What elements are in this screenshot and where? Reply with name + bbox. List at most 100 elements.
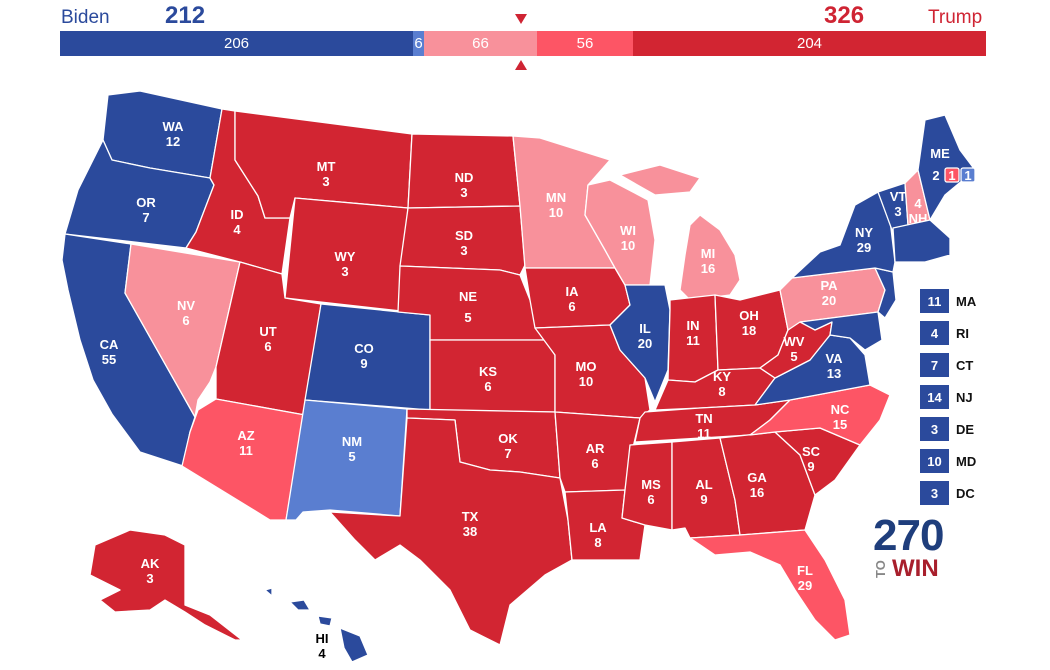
svg-text:WI: WI — [620, 223, 636, 238]
svg-text:2: 2 — [932, 168, 939, 183]
state-SD[interactable]: SD3 — [399, 205, 526, 276]
small-state-dc[interactable]: 3 DC — [920, 481, 975, 505]
small-state-ev: 7 — [920, 353, 949, 377]
small-state-abbr: NJ — [956, 389, 973, 405]
small-state-ev: 3 — [920, 417, 949, 441]
state-NV[interactable]: NV6 — [124, 243, 241, 418]
state-MA-CT-RI[interactable] — [892, 219, 951, 263]
state-KY[interactable]: KY8 — [654, 367, 776, 411]
svg-text:55: 55 — [102, 352, 116, 367]
state-KS[interactable]: KS6 — [429, 339, 556, 413]
svg-text:OR: OR — [136, 195, 156, 210]
small-state-md[interactable]: 10 MD — [920, 449, 976, 473]
svg-text:NC: NC — [831, 402, 850, 417]
svg-text:3: 3 — [894, 204, 901, 219]
svg-text:MO: MO — [576, 359, 597, 374]
svg-text:5: 5 — [348, 449, 355, 464]
svg-text:16: 16 — [750, 485, 764, 500]
small-state-abbr: MA — [956, 293, 977, 309]
small-state-ma[interactable]: 11 MA — [920, 289, 976, 313]
svg-text:4: 4 — [233, 222, 241, 237]
small-state-ev: 3 — [920, 481, 949, 505]
logo-win: WIN — [892, 555, 939, 582]
small-state-ri[interactable]: 4 RI — [920, 321, 969, 345]
svg-text:10: 10 — [579, 374, 593, 389]
electoral-tally-bar: 206 6 66 56 204 — [60, 31, 986, 56]
state-MT[interactable]: MT3 — [234, 110, 413, 219]
logo-to: TO — [873, 560, 888, 578]
small-state-nj[interactable]: 14 NJ — [920, 385, 973, 409]
state-ND[interactable]: ND3 — [407, 133, 521, 209]
svg-text:20: 20 — [638, 336, 652, 351]
svg-text:8: 8 — [594, 535, 601, 550]
tally-safe-rep: 204 — [633, 31, 986, 56]
svg-text:3: 3 — [322, 174, 329, 189]
small-state-ct[interactable]: 7 CT — [920, 353, 973, 377]
state-IA[interactable]: IA6 — [524, 267, 631, 329]
small-state-ev: 14 — [920, 385, 949, 409]
svg-text:7: 7 — [142, 210, 149, 225]
small-state-de[interactable]: 3 DE — [920, 417, 974, 441]
svg-text:SC: SC — [802, 444, 821, 459]
svg-text:29: 29 — [857, 240, 871, 255]
svg-text:AK: AK — [141, 556, 160, 571]
small-state-abbr: RI — [956, 325, 969, 341]
state-CO[interactable]: CO9 — [304, 303, 431, 411]
small-state-ev: 4 — [920, 321, 949, 345]
svg-text:AR: AR — [586, 441, 605, 456]
small-state-abbr: DC — [956, 485, 975, 501]
svg-text:9: 9 — [700, 492, 707, 507]
svg-text:OK: OK — [498, 431, 518, 446]
state-NM[interactable]: NM5 — [285, 399, 408, 521]
state-DE-MD[interactable] — [799, 311, 883, 351]
small-state-ev: 11 — [920, 289, 949, 313]
svg-text:3: 3 — [460, 185, 467, 200]
svg-text:10: 10 — [549, 205, 563, 220]
svg-text:GA: GA — [747, 470, 767, 485]
state-NE[interactable]: NE 5 — [397, 265, 546, 341]
svg-text:NY: NY — [855, 225, 873, 240]
svg-text:MS: MS — [641, 477, 661, 492]
svg-text:6: 6 — [647, 492, 654, 507]
state-MS[interactable]: MS6 — [621, 441, 673, 531]
svg-text:11: 11 — [697, 426, 711, 441]
svg-text:SD: SD — [455, 228, 473, 243]
svg-text:10: 10 — [621, 238, 635, 253]
svg-text:IA: IA — [566, 284, 580, 299]
state-HI[interactable]: HI4 — [264, 587, 369, 663]
svg-text:NE: NE — [459, 289, 477, 304]
svg-text:20: 20 — [822, 293, 836, 308]
svg-text:12: 12 — [166, 134, 180, 149]
logo-number: 270 — [873, 511, 944, 560]
svg-text:29: 29 — [798, 578, 812, 593]
state-WY[interactable]: WY3 — [284, 197, 409, 312]
svg-text:1: 1 — [948, 168, 955, 183]
state-AL[interactable]: AL9 — [671, 437, 741, 539]
me-cd1-box — [960, 167, 976, 183]
svg-text:AZ: AZ — [237, 428, 254, 443]
svg-text:VA: VA — [825, 351, 843, 366]
state-ME-CD2[interactable]: 1 — [944, 167, 960, 183]
svg-text:FL: FL — [797, 563, 813, 578]
svg-text:9: 9 — [807, 459, 814, 474]
svg-text:WA: WA — [163, 119, 185, 134]
state-ME-CD1[interactable]: 1 — [960, 167, 976, 183]
svg-text:13: 13 — [827, 366, 841, 381]
state-AK[interactable]: AK3 — [89, 529, 243, 641]
svg-text:11: 11 — [686, 333, 700, 348]
svg-text:KY: KY — [713, 369, 731, 384]
svg-text:MT: MT — [317, 159, 336, 174]
